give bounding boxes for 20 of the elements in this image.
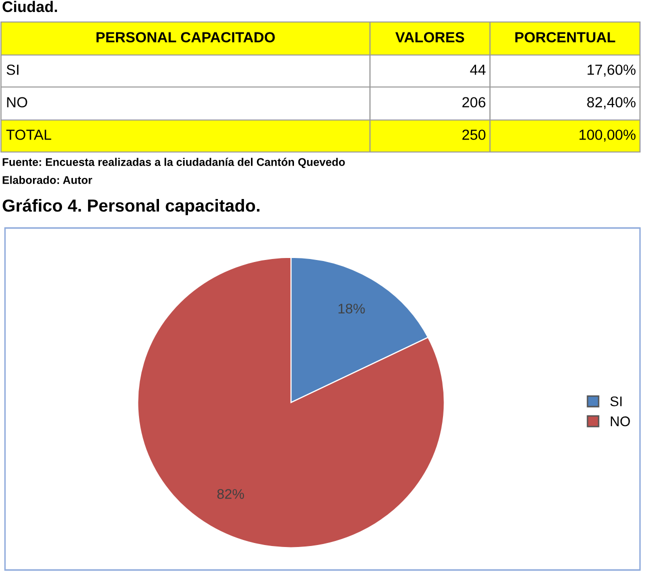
text: 250	[462, 130, 486, 140]
text: TOTAL	[6, 130, 52, 140]
text: NO	[7, 97, 28, 108]
text: 206	[462, 97, 486, 108]
legend-label: NO	[610, 416, 630, 426]
text: VALORES	[395, 32, 464, 42]
text: 17,60%	[588, 64, 636, 77]
legend-label: SI	[610, 396, 622, 406]
text: PERSONAL CAPACITADO	[96, 32, 275, 42]
text: Ciudad.	[2, 0, 57, 12]
data-label: 18%	[338, 304, 365, 314]
text: PORCENTUAL	[515, 32, 616, 42]
text: 82,40%	[587, 97, 636, 110]
text: 44	[470, 64, 486, 75]
text: Elaborado: Autor	[2, 176, 92, 184]
source-note: Fuente: Encuesta realizadas a la ciudadanía del Cantón Quevedo	[2, 158, 345, 168]
data-label: 82%	[217, 489, 244, 499]
text: SI	[6, 64, 18, 75]
text: 100,00%	[580, 130, 636, 142]
chart-title: Gráfico 4. Personal capacitado.	[2, 198, 260, 216]
